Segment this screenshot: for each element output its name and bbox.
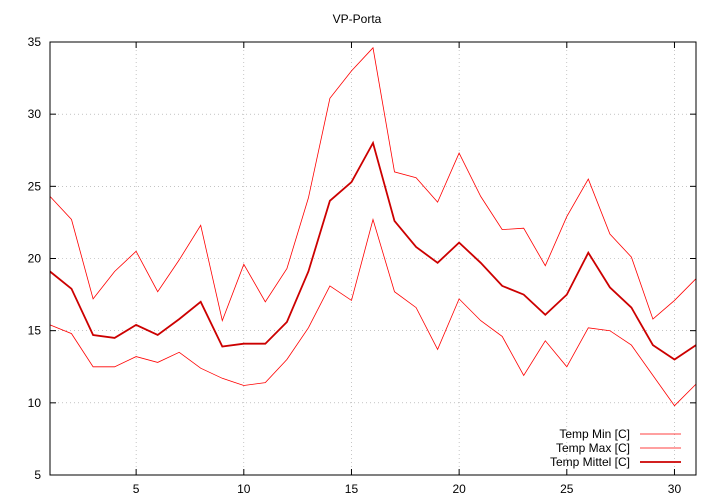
- x-tick-label: 10: [237, 482, 251, 496]
- y-tick-label: 10: [28, 396, 42, 410]
- legend-label: Temp Min [C]: [559, 427, 630, 441]
- y-tick-label: 5: [34, 468, 41, 482]
- ticks: 5 10 15 20 25 30 35 5 10 15 20 25 30: [28, 35, 696, 496]
- x-tick-label: 25: [560, 482, 574, 496]
- y-tick-label: 30: [28, 107, 42, 121]
- x-tick-label: 5: [133, 482, 140, 496]
- x-tick-label: 20: [452, 482, 466, 496]
- series-line-3: [49, 140, 697, 361]
- grid: [50, 42, 696, 475]
- legend-label: Temp Max [C]: [556, 441, 630, 455]
- y-tick-label: 20: [28, 252, 42, 266]
- y-tick-label: 15: [28, 324, 42, 338]
- series-line-1: [49, 218, 697, 407]
- chart-title: VP-Porta: [333, 12, 382, 26]
- legend-label: Temp Mittel [C]: [550, 455, 630, 469]
- series-line-2: [49, 46, 697, 322]
- y-tick-label: 35: [28, 35, 42, 49]
- x-tick-label: 15: [345, 482, 359, 496]
- legend: Temp Min [C]Temp Max [C]Temp Mittel [C]: [550, 427, 681, 469]
- y-tick-label: 25: [28, 179, 42, 193]
- series-layer: [49, 46, 697, 407]
- x-tick-label: 30: [668, 482, 682, 496]
